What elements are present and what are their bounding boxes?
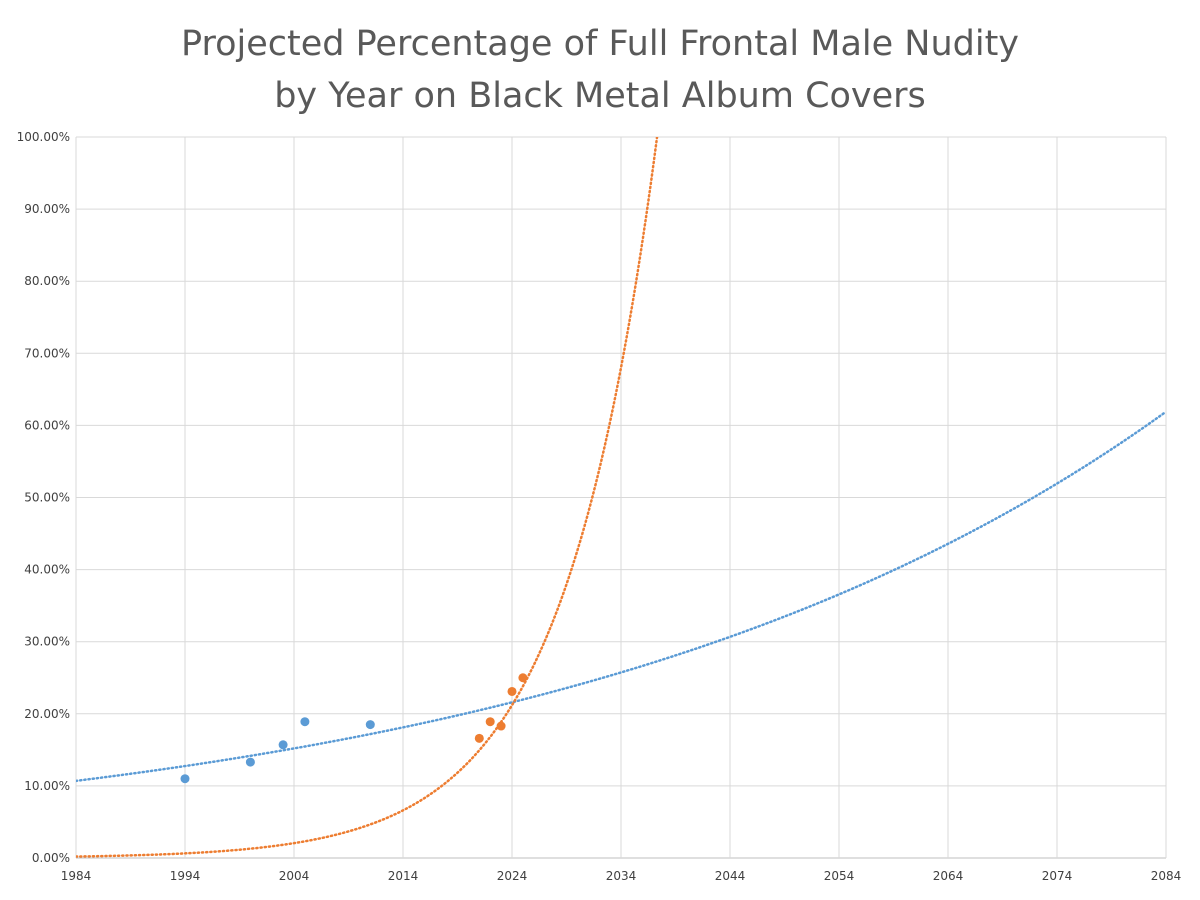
data-point: [496, 721, 506, 731]
y-tick-label: 90.00%: [24, 202, 70, 216]
y-tick-label: 30.00%: [24, 635, 70, 649]
x-tick-label: 2004: [279, 869, 310, 883]
data-point: [365, 720, 375, 730]
y-tick-label: 10.00%: [24, 779, 70, 793]
data-point: [518, 673, 528, 683]
x-tick-label: 2034: [606, 869, 637, 883]
chart-title: Projected Percentage of Full Frontal Mal…: [180, 24, 1020, 64]
chart-subtitle: by Year on Black Metal Album Covers: [274, 76, 926, 116]
data-point: [474, 733, 484, 743]
y-tick-label: 40.00%: [24, 563, 70, 577]
y-axis-ticks: 0.00% 10.00% 20.00% 30.00% 40.00% 50.00% 60.00…: [17, 130, 70, 865]
data-point: [278, 740, 288, 750]
data-point: [507, 686, 517, 696]
data-point: [180, 774, 190, 784]
trendline-1: [76, 137, 659, 858]
x-tick-label: 2074: [1042, 869, 1073, 883]
y-tick-label: 100.00%: [17, 130, 70, 144]
x-tick-label: 1984: [61, 869, 92, 883]
y-tick-label: 50.00%: [24, 491, 70, 505]
y-tick-label: 60.00%: [24, 418, 70, 432]
trendlines: [76, 137, 1166, 858]
y-tick-label: 80.00%: [24, 274, 70, 288]
x-tick-label: 2064: [933, 869, 964, 883]
y-tick-label: 70.00%: [24, 346, 70, 360]
x-tick-label: 2044: [715, 869, 746, 883]
x-tick-label: 2014: [388, 869, 419, 883]
x-tick-label: 1994: [170, 869, 201, 883]
y-tick-label: 0.00%: [32, 851, 70, 865]
data-point: [245, 757, 255, 767]
data-point: [485, 717, 495, 727]
x-tick-label: 2084: [1151, 869, 1182, 883]
y-tick-label: 20.00%: [24, 707, 70, 721]
chart-title-block: Projected Percentage of Full Frontal Mal…: [0, 18, 1200, 122]
x-tick-label: 2024: [497, 869, 528, 883]
grid: [75, 136, 1167, 859]
x-axis-ticks: 1984 1994 2004 2014 2024 2034 2044 2054 2064 2074…: [61, 869, 1182, 883]
trendline-0: [76, 410, 1166, 783]
x-tick-label: 2054: [824, 869, 855, 883]
data-point: [300, 717, 310, 727]
data-points: [180, 673, 528, 784]
